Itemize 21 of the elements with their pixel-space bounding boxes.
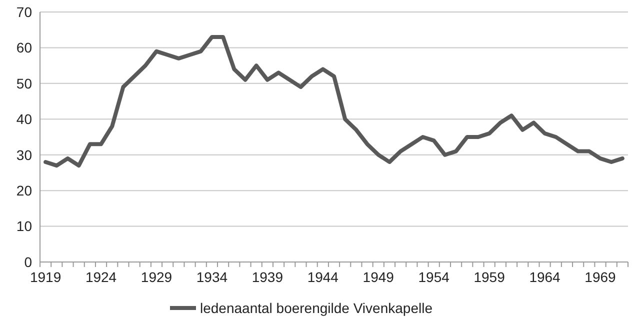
x-tick-label: 1944 bbox=[307, 269, 339, 285]
x-tick-label: 1964 bbox=[529, 269, 561, 285]
y-tick-label: 50 bbox=[16, 75, 32, 92]
y-tick-label: 10 bbox=[16, 218, 32, 234]
x-tick-label: 1929 bbox=[140, 269, 172, 285]
x-tick-label: 1934 bbox=[196, 269, 228, 285]
x-tick-label: 1919 bbox=[30, 269, 62, 285]
y-tick-label: 0 bbox=[24, 254, 32, 270]
x-tick-label: 1949 bbox=[362, 269, 394, 285]
y-tick-label: 30 bbox=[16, 146, 32, 163]
x-tick-label: 1939 bbox=[252, 269, 284, 285]
legend-label: ledenaantal boerengilde Vivenkapelle bbox=[200, 300, 433, 316]
y-tick-label: 60 bbox=[16, 40, 32, 56]
y-tick-label: 20 bbox=[16, 182, 32, 198]
x-tick-label: 1969 bbox=[584, 269, 616, 285]
y-tick-label: 40 bbox=[16, 111, 32, 128]
x-tick-label: 1954 bbox=[418, 269, 450, 285]
line-series bbox=[44, 35, 624, 168]
x-tick-label: 1924 bbox=[85, 269, 117, 285]
x-tick-label: 1959 bbox=[474, 269, 506, 285]
y-tick-label: 70 bbox=[16, 4, 32, 20]
